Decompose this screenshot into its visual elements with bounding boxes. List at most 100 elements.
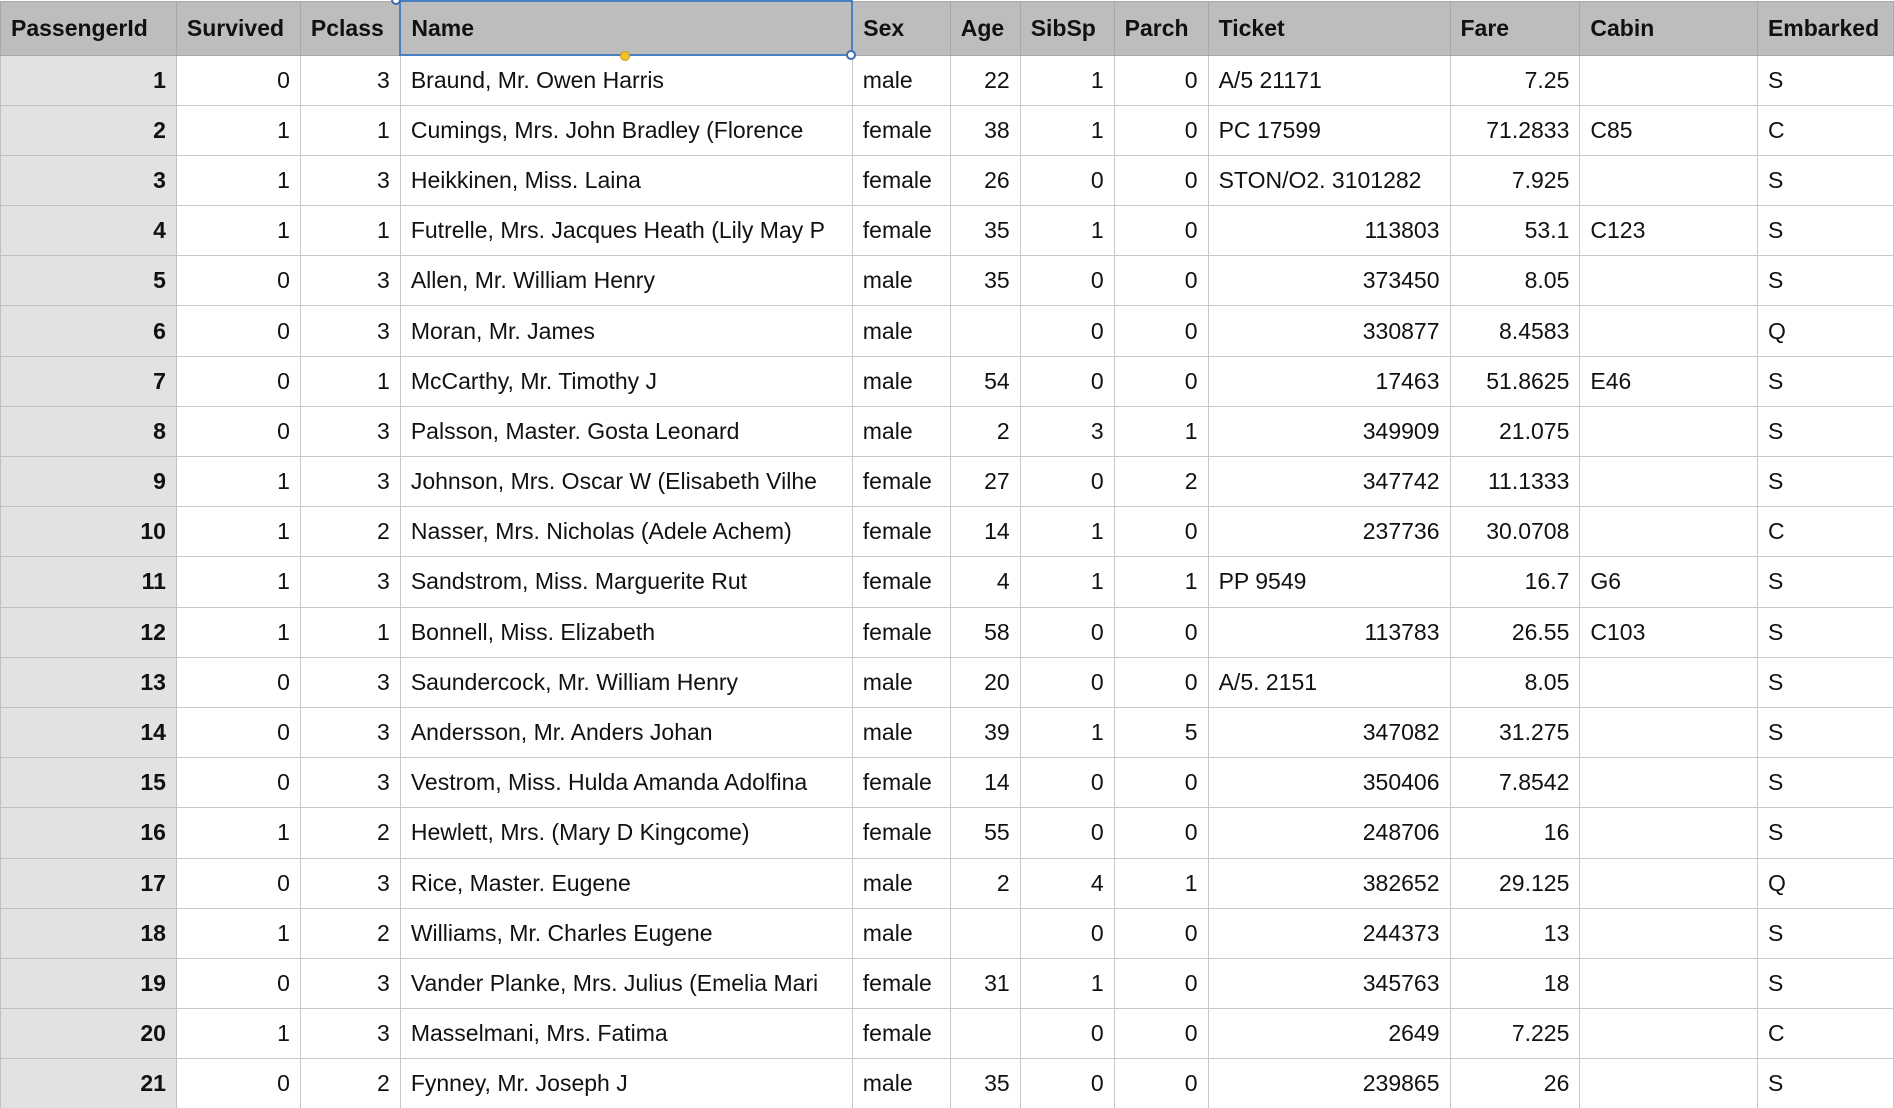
cell-ticket[interactable]: PC 17599	[1207, 104, 1451, 156]
cell-sibsp[interactable]: 1	[1019, 104, 1115, 156]
cell-sibsp[interactable]: 0	[1019, 455, 1115, 508]
cell-name[interactable]: Allen, Mr. William Henry	[399, 255, 853, 307]
cell-age[interactable]: 26	[949, 154, 1021, 207]
cell-ticket[interactable]: PP 9549	[1207, 556, 1451, 608]
cell-sibsp[interactable]: 0	[1019, 656, 1115, 708]
cell-survived[interactable]: 0	[175, 355, 301, 407]
cell-name[interactable]: Palsson, Master. Gosta Leonard	[399, 405, 853, 458]
cell-survived[interactable]: 0	[175, 255, 301, 307]
cell-pclass[interactable]: 3	[299, 1008, 401, 1060]
cell-age[interactable]	[949, 1008, 1021, 1060]
cell-ticket[interactable]: 244373	[1207, 907, 1451, 959]
cell-pclass[interactable]: 3	[299, 857, 401, 909]
cell-age[interactable]	[949, 907, 1021, 959]
cell-pclass[interactable]: 2	[299, 1058, 401, 1108]
cell-name[interactable]: Hewlett, Mrs. (Mary D Kingcome)	[399, 807, 853, 859]
cell-age[interactable]	[949, 305, 1021, 357]
cell-parch[interactable]: 0	[1113, 255, 1209, 307]
cell-fare[interactable]: 11.1333	[1449, 455, 1581, 508]
cell-fare[interactable]: 26	[1449, 1058, 1581, 1108]
row-header-cell[interactable]: 14	[0, 706, 177, 759]
row-header-cell[interactable]: 13	[0, 656, 177, 708]
cell-parch[interactable]: 1	[1113, 556, 1209, 608]
cell-pclass[interactable]: 1	[299, 606, 401, 658]
cell-cabin[interactable]	[1579, 305, 1758, 357]
cell-parch[interactable]: 1	[1113, 405, 1209, 458]
cell-sex[interactable]: female	[851, 957, 951, 1010]
cell-parch[interactable]: 0	[1113, 606, 1209, 658]
column-header-survived[interactable]: Survived	[175, 0, 301, 56]
cell-ticket[interactable]: 248706	[1207, 807, 1451, 859]
cell-pclass[interactable]: 3	[299, 556, 401, 608]
cell-embarked[interactable]: S	[1756, 205, 1894, 257]
cell-name[interactable]: Braund, Mr. Owen Harris	[399, 54, 853, 106]
cell-sex[interactable]: male	[851, 857, 951, 909]
column-header-name[interactable]: Name	[399, 0, 854, 56]
cell-sibsp[interactable]: 0	[1019, 355, 1115, 407]
cell-age[interactable]: 54	[949, 355, 1021, 407]
cell-name[interactable]: Vestrom, Miss. Hulda Amanda Adolfina	[399, 757, 853, 809]
cell-cabin[interactable]	[1579, 405, 1758, 458]
cell-sibsp[interactable]: 0	[1019, 1058, 1115, 1108]
cell-pclass[interactable]: 3	[299, 54, 401, 106]
cell-ticket[interactable]: A/5. 2151	[1207, 656, 1451, 708]
cell-sex[interactable]: female	[851, 1008, 951, 1060]
cell-pclass[interactable]: 3	[299, 757, 401, 809]
cell-survived[interactable]: 0	[175, 857, 301, 909]
cell-cabin[interactable]	[1579, 455, 1758, 508]
row-header-cell[interactable]: 2	[0, 104, 177, 156]
cell-name[interactable]: Johnson, Mrs. Oscar W (Elisabeth Vilhe	[399, 455, 853, 508]
cell-survived[interactable]: 1	[175, 455, 301, 508]
cell-parch[interactable]: 0	[1113, 907, 1209, 959]
cell-cabin[interactable]	[1579, 1058, 1758, 1108]
cell-fare[interactable]: 7.8542	[1449, 757, 1581, 809]
cell-pclass[interactable]: 3	[299, 656, 401, 708]
cell-age[interactable]: 27	[949, 455, 1021, 508]
column-header-sibsp[interactable]: SibSp	[1019, 0, 1115, 56]
cell-sibsp[interactable]: 1	[1019, 957, 1115, 1010]
row-header-cell[interactable]: 7	[0, 355, 177, 407]
cell-sex[interactable]: female	[851, 606, 951, 658]
cell-embarked[interactable]: S	[1756, 355, 1894, 407]
cell-ticket[interactable]: 382652	[1207, 857, 1451, 909]
cell-parch[interactable]: 0	[1113, 1058, 1209, 1108]
cell-ticket[interactable]: 17463	[1207, 355, 1451, 407]
cell-sibsp[interactable]: 0	[1019, 305, 1115, 357]
cell-fare[interactable]: 30.0708	[1449, 506, 1581, 558]
cell-fare[interactable]: 8.05	[1449, 656, 1581, 708]
column-header-embarked[interactable]: Embarked	[1756, 0, 1894, 56]
cell-sex[interactable]: female	[851, 455, 951, 508]
cell-survived[interactable]: 1	[175, 506, 301, 558]
cell-sibsp[interactable]: 1	[1019, 506, 1115, 558]
cell-name[interactable]: Williams, Mr. Charles Eugene	[399, 907, 853, 959]
cell-age[interactable]: 38	[949, 104, 1021, 156]
cell-ticket[interactable]: 113803	[1207, 205, 1451, 257]
cell-survived[interactable]: 0	[175, 305, 301, 357]
cell-embarked[interactable]: S	[1756, 255, 1894, 307]
row-header-cell[interactable]: 9	[0, 455, 177, 508]
cell-embarked[interactable]: S	[1756, 706, 1894, 759]
cell-pclass[interactable]: 2	[299, 506, 401, 558]
cell-embarked[interactable]: S	[1756, 907, 1894, 959]
cell-survived[interactable]: 1	[175, 807, 301, 859]
cell-name[interactable]: Sandstrom, Miss. Marguerite Rut	[399, 556, 853, 608]
cell-age[interactable]: 14	[949, 506, 1021, 558]
cell-embarked[interactable]: Q	[1756, 305, 1894, 357]
cell-fare[interactable]: 31.275	[1449, 706, 1581, 759]
cell-age[interactable]: 58	[949, 606, 1021, 658]
cell-pclass[interactable]: 3	[299, 405, 401, 458]
cell-pclass[interactable]: 3	[299, 455, 401, 508]
cell-fare[interactable]: 21.075	[1449, 405, 1581, 458]
cell-survived[interactable]: 0	[175, 757, 301, 809]
cell-pclass[interactable]: 1	[299, 104, 401, 156]
cell-embarked[interactable]: S	[1756, 556, 1894, 608]
cell-ticket[interactable]: 330877	[1207, 305, 1451, 357]
cell-name[interactable]: Futrelle, Mrs. Jacques Heath (Lily May P	[399, 205, 853, 257]
cell-fare[interactable]: 16	[1449, 807, 1581, 859]
cell-fare[interactable]: 16.7	[1449, 556, 1581, 608]
cell-cabin[interactable]	[1579, 907, 1758, 959]
cell-embarked[interactable]: S	[1756, 807, 1894, 859]
cell-age[interactable]: 31	[949, 957, 1021, 1010]
row-header-cell[interactable]: 17	[0, 857, 177, 909]
cell-sibsp[interactable]: 1	[1019, 706, 1115, 759]
